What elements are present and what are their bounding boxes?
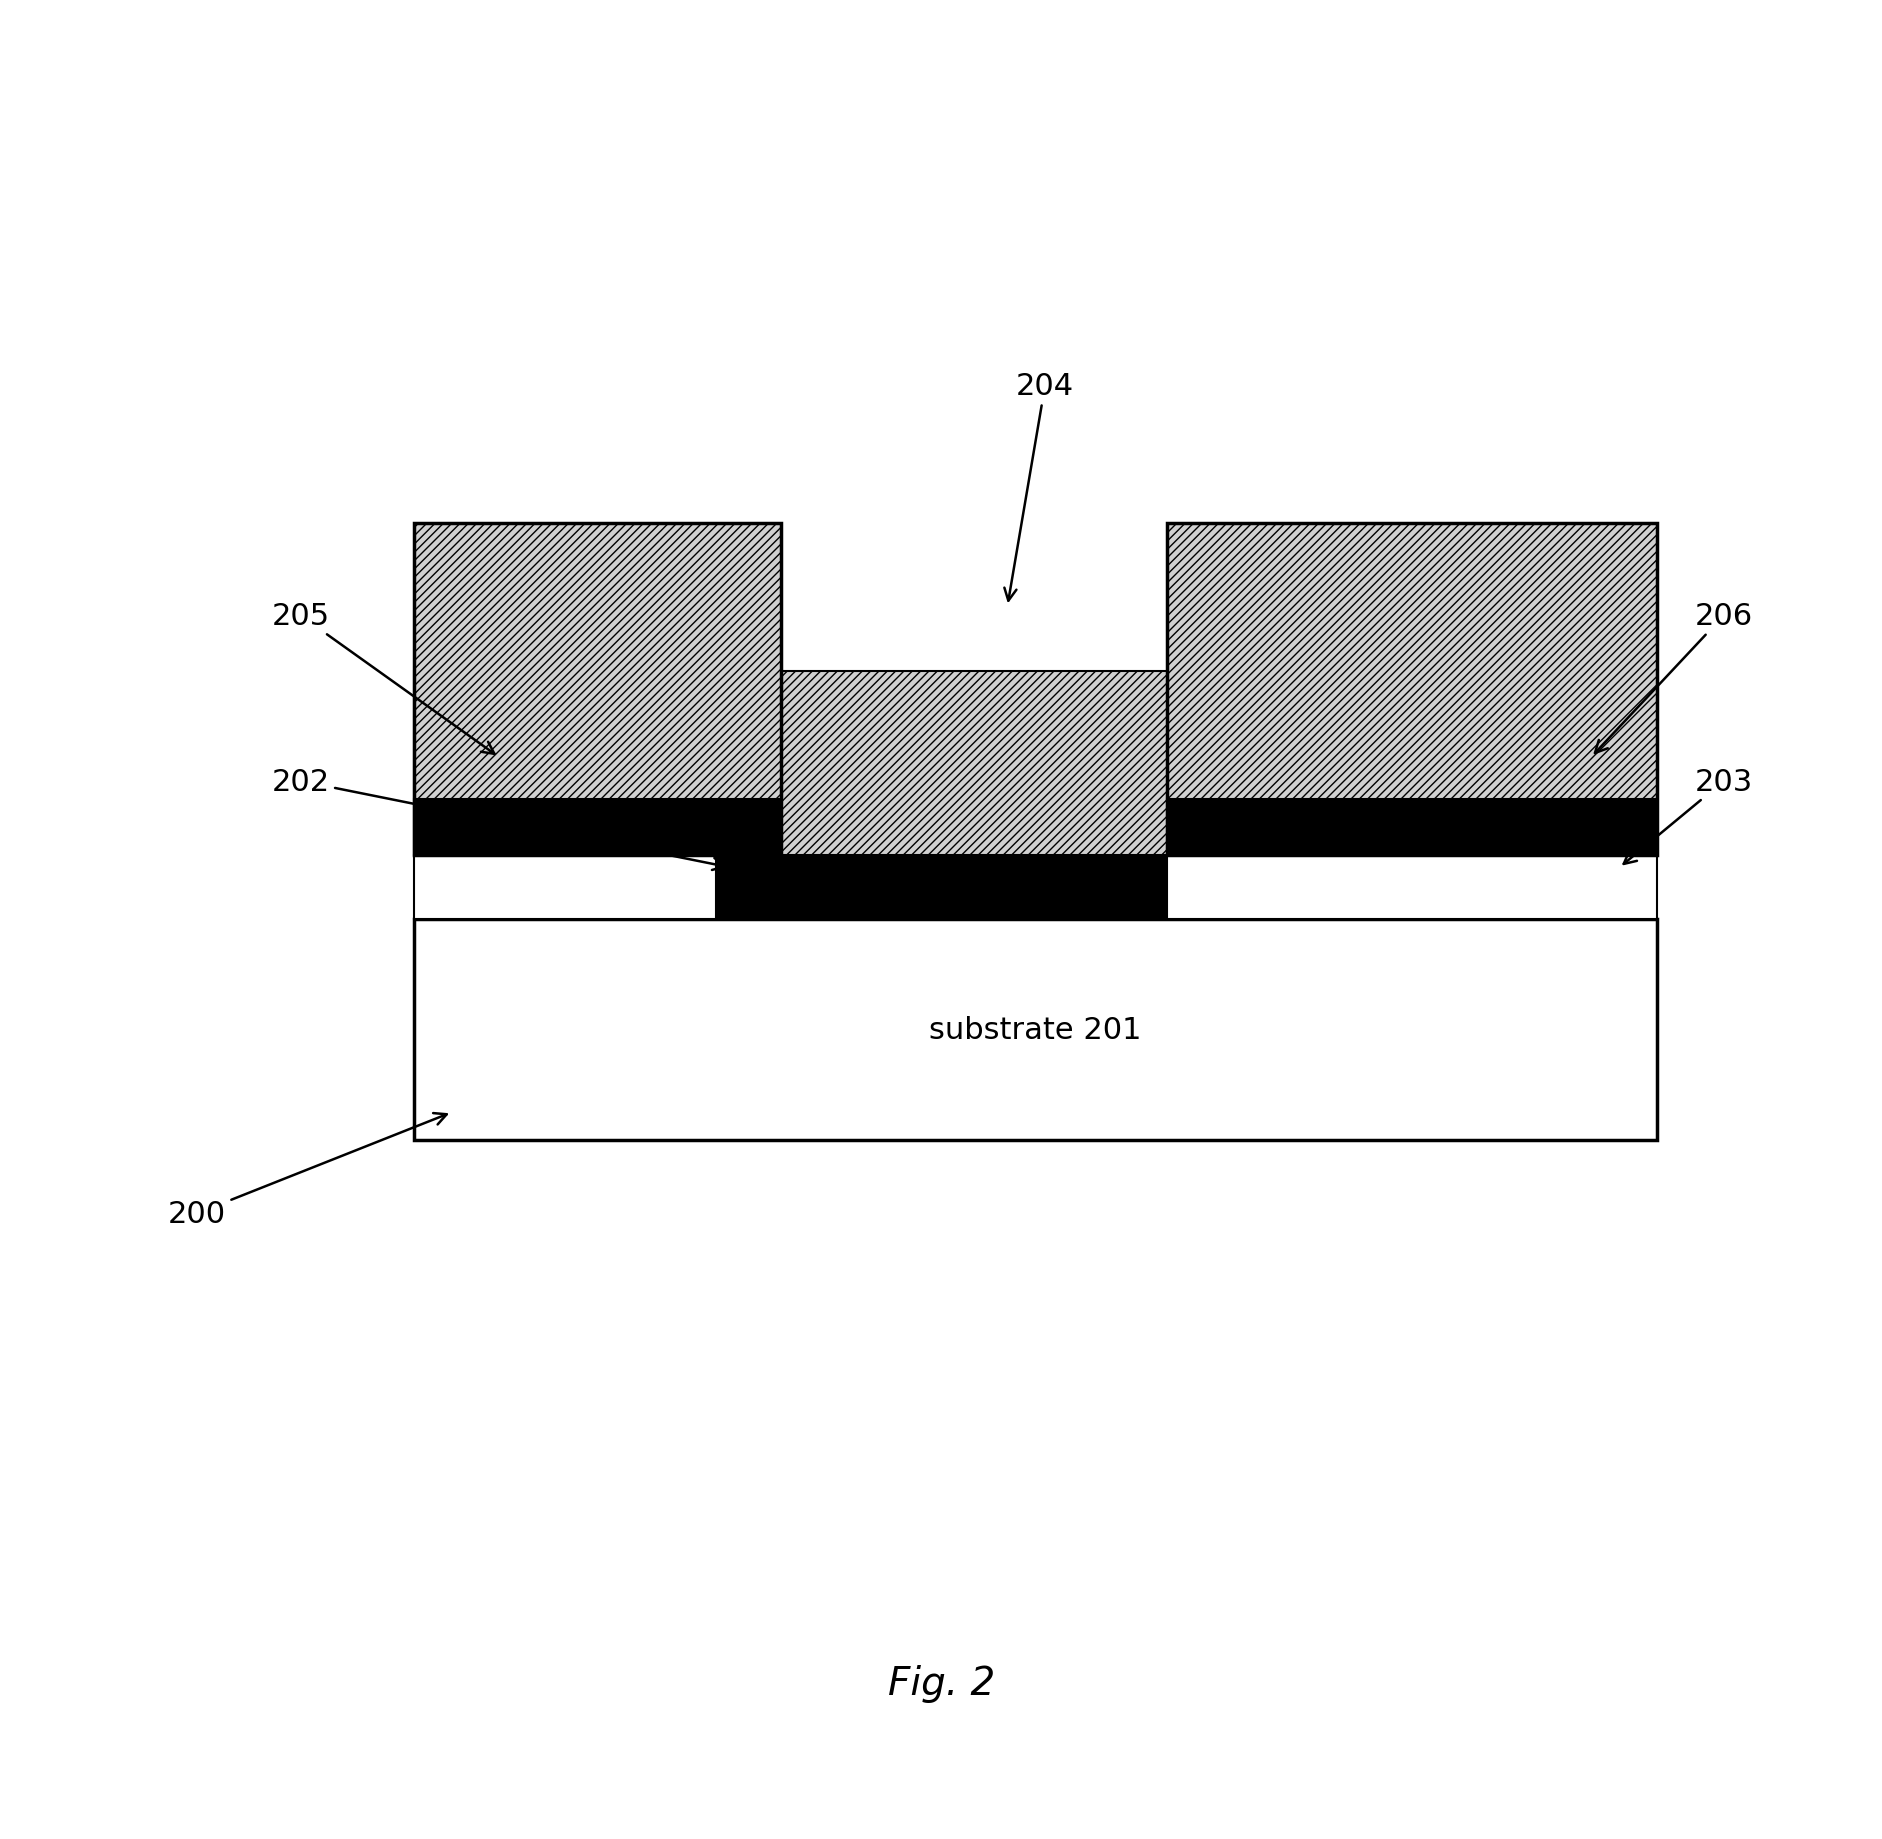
Bar — [414, 800, 781, 855]
Text: 205: 205 — [271, 601, 495, 754]
Bar — [715, 855, 1167, 920]
Bar — [414, 524, 781, 855]
Text: 202: 202 — [271, 767, 725, 870]
Text: 204: 204 — [1003, 371, 1073, 601]
Text: substrate 201: substrate 201 — [930, 1015, 1140, 1045]
Text: Fig. 2: Fig. 2 — [888, 1664, 994, 1701]
Bar — [414, 855, 1656, 920]
Bar — [1167, 800, 1656, 855]
Text: 200: 200 — [167, 1113, 446, 1228]
Text: 206: 206 — [1594, 601, 1752, 754]
Bar — [414, 920, 1656, 1140]
Text: 203: 203 — [1622, 767, 1752, 864]
Bar — [1167, 524, 1656, 855]
Bar — [414, 671, 1656, 855]
